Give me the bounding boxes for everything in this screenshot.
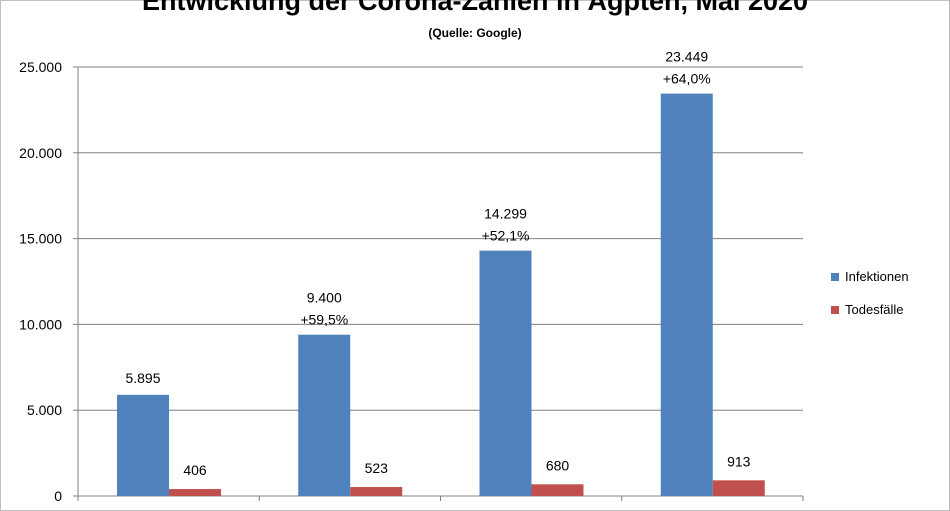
bar-infektionen [298,334,351,496]
data-label-value: 523 [365,460,389,476]
bar-infektionen [479,250,532,496]
data-label-value: 913 [727,453,751,469]
y-tick-label: 25.000 [19,59,62,75]
data-label-growth: +52,1% [482,228,530,244]
data-label-value: 14.299 [484,206,527,222]
y-tick-label: 10.000 [19,316,62,332]
data-label-value: 5.895 [125,370,160,386]
bar-todesfaelle [169,489,221,496]
y-tick-label: 0 [54,488,62,504]
legend-label-todesfaelle: Todesfälle [845,302,904,317]
legend-swatch-infektionen [831,272,839,281]
chart-subtitle: (Quelle: Google) [428,26,522,40]
data-label-value: 9.400 [307,290,342,306]
y-tick-label: 5.000 [27,402,62,418]
data-label-value: 23.449 [665,49,708,65]
y-tick-label: 20.000 [19,145,62,161]
data-label-growth: +64,0% [663,71,711,87]
data-label-value: 680 [546,457,570,473]
data-label-value: 406 [183,462,207,478]
bar-todesfaelle [350,487,403,496]
y-tick-label: 15.000 [19,231,62,247]
bar-todesfaelle [712,480,765,496]
legend-item-infektionen: Infektionen [831,268,909,285]
legend-label-infektionen: Infektionen [845,269,909,284]
chart-title: Entwicklung der Corona-Zahlen in Ägpten,… [141,0,809,16]
bar-infektionen [660,93,713,496]
bar-infektionen [117,394,169,496]
legend-swatch-todesfaelle [831,305,839,314]
data-label-growth: +59,5% [300,312,348,328]
legend-item-todesfaelle: Todesfälle [831,301,909,318]
bar-todesfaelle [531,484,584,496]
legend: Infektionen Todesfälle [831,268,909,334]
